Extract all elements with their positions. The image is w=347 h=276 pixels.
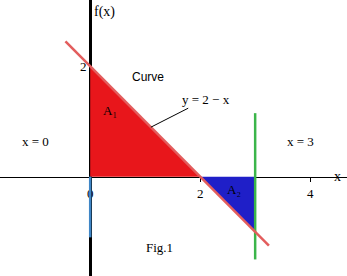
svg-text:A₂: A₂ (227, 182, 241, 197)
svg-text:y = 2 − x: y = 2 − x (182, 92, 230, 107)
svg-text:4: 4 (307, 186, 314, 201)
svg-text:Fig.1: Fig.1 (146, 240, 173, 255)
svg-text:x: x (334, 169, 341, 184)
svg-text:A₁: A₁ (103, 103, 117, 118)
svg-text:x = 3: x = 3 (287, 134, 314, 149)
svg-text:2: 2 (197, 186, 204, 201)
svg-text:0: 0 (87, 186, 94, 201)
svg-text:f(x): f(x) (94, 4, 115, 20)
svg-text:Curve: Curve (132, 70, 164, 84)
svg-text:2: 2 (80, 59, 87, 74)
svg-text:x = 0: x = 0 (22, 134, 49, 149)
